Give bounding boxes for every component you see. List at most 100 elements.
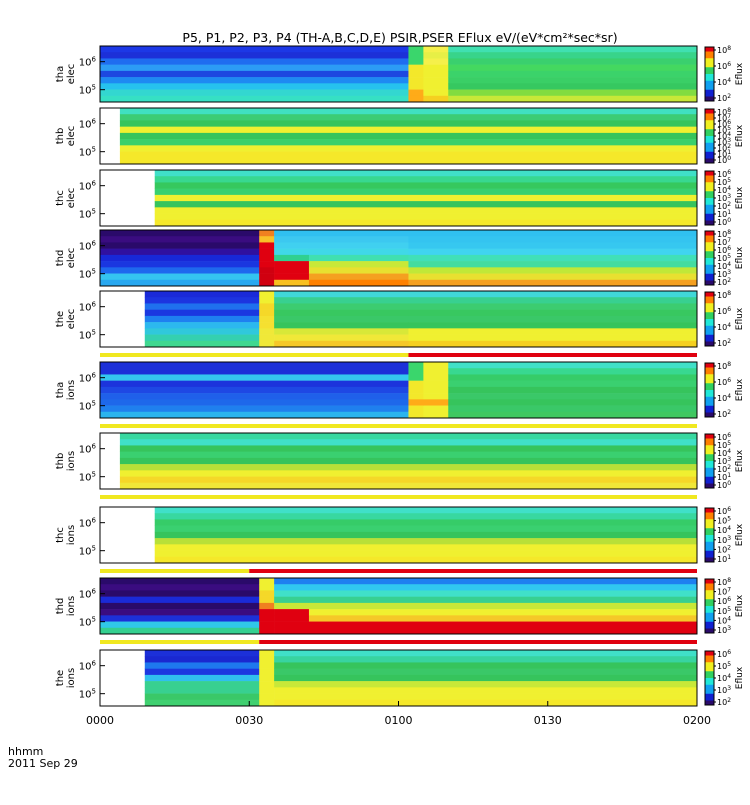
spectrogram-cell xyxy=(144,322,260,329)
colorbar-cell xyxy=(705,396,714,400)
colorbar-cell xyxy=(705,67,714,70)
spectrogram-cell xyxy=(308,230,409,237)
colorbar-cell xyxy=(705,133,714,137)
colorbar-cell xyxy=(705,474,714,478)
colorbar-cell xyxy=(705,303,714,306)
spectrogram-cell xyxy=(408,83,424,90)
colorbar-cell xyxy=(705,111,714,114)
colorbar-cell xyxy=(705,175,714,179)
colorbar-cell xyxy=(705,115,714,119)
colorbar-tick-label: 106 xyxy=(717,377,731,387)
spectrogram-cell xyxy=(154,170,698,177)
colorbar-cell xyxy=(705,392,714,395)
colorbar-tick-label: 102 xyxy=(717,464,731,474)
colorbar-cell xyxy=(705,131,714,135)
colorbar-label: Eflux xyxy=(735,186,745,209)
spectrogram-cell xyxy=(308,615,698,622)
spectrogram-cell xyxy=(259,291,275,298)
colorbar-cell xyxy=(705,485,714,489)
spectrogram-cell xyxy=(423,52,449,59)
colorbar-label: Eflux xyxy=(735,124,745,147)
colorbar-cell xyxy=(705,312,714,315)
colorbar-cell xyxy=(705,316,714,320)
colorbar-frame xyxy=(704,507,715,563)
spectrogram-cell xyxy=(259,687,275,694)
colorbar-tick-label: 106 xyxy=(717,506,731,516)
colorbar-cell xyxy=(705,213,714,217)
spectrogram-cell xyxy=(100,374,409,381)
colorbar-cell xyxy=(705,334,714,338)
colorbar-cell xyxy=(705,78,714,82)
spectrogram-cell xyxy=(408,279,698,287)
colorbar-cell xyxy=(705,60,714,64)
y-tick-label: 105 xyxy=(79,400,96,413)
y-tick-label: 105 xyxy=(79,329,96,342)
colorbar-cell xyxy=(705,612,714,616)
x-tick-label: 0100 xyxy=(385,714,413,727)
colorbar-cell xyxy=(705,264,714,268)
colorbar-cell xyxy=(705,118,714,121)
colorbar-cell xyxy=(705,149,714,153)
colorbar-tick-label: 106 xyxy=(717,649,731,659)
spectrogram-cell xyxy=(408,328,698,335)
colorbar-cell xyxy=(705,372,714,375)
colorbar-cell xyxy=(705,693,714,697)
y-tick-label: 106 xyxy=(79,372,97,385)
colorbar-cell xyxy=(705,158,714,162)
spectrogram-cell xyxy=(274,650,698,657)
colorbar-cell xyxy=(705,98,714,102)
colorbar-cell xyxy=(705,249,714,252)
spectrogram-cell xyxy=(259,261,275,268)
spectrogram-cell xyxy=(144,662,260,669)
spectrogram-cell xyxy=(100,46,409,53)
colorbar-frame xyxy=(704,46,715,102)
y-tick-label: 105 xyxy=(79,616,96,629)
spectrogram-cell xyxy=(100,411,409,419)
colorbar-cell xyxy=(705,209,714,212)
colorbar-tick-label: 104 xyxy=(717,393,731,403)
colorbar-cell xyxy=(705,512,714,516)
colorbar-frame xyxy=(704,291,715,347)
spectrogram-cell xyxy=(100,584,260,591)
species-label: elec xyxy=(66,309,77,330)
spectrogram-cell xyxy=(259,578,275,585)
colorbar-cell xyxy=(705,330,714,333)
colorbar-label: Eflux xyxy=(735,523,745,546)
colorbar-cell xyxy=(705,470,714,473)
spectrogram-cell xyxy=(119,445,698,452)
spectrogram-cell xyxy=(308,584,698,591)
species-label: elec xyxy=(66,64,77,85)
probe-label: thb xyxy=(55,453,66,470)
spectrogram-cell xyxy=(274,699,698,707)
colorbar-cell xyxy=(705,262,714,266)
spectrogram-cell xyxy=(423,393,449,400)
spectrogram-cell xyxy=(100,368,409,375)
colorbar-cell xyxy=(705,94,714,97)
colorbar-cell xyxy=(705,235,714,239)
species-label: ions xyxy=(66,451,77,471)
colorbar-cell xyxy=(705,271,714,275)
colorbar-cell xyxy=(705,113,714,117)
colorbar-cell xyxy=(705,664,714,668)
colorbar-cell xyxy=(705,323,714,327)
spectrogram-cell xyxy=(274,248,310,256)
spectrogram-cell xyxy=(100,627,260,635)
probe-label: the xyxy=(55,311,66,327)
spectrogram-cell xyxy=(308,236,409,243)
spectrogram-cell xyxy=(259,609,275,616)
colorbar-label: Eflux xyxy=(735,307,745,330)
spectrogram-cell xyxy=(274,328,409,335)
spectrogram-cell xyxy=(144,650,260,657)
colorbar-cell xyxy=(705,399,714,402)
panel-frame xyxy=(99,361,698,419)
spectrogram-cell xyxy=(408,297,698,304)
spectrogram-cell xyxy=(448,46,698,53)
colorbar-cell xyxy=(705,691,714,695)
colorbar-tick-label: 104 xyxy=(717,77,731,87)
status-bar-segment xyxy=(100,353,409,357)
colorbar-cell xyxy=(705,255,714,259)
spectrogram-cell xyxy=(100,230,260,237)
spectrogram-cell xyxy=(308,267,409,274)
colorbar-cell xyxy=(705,211,714,215)
panel-frame xyxy=(99,229,698,287)
